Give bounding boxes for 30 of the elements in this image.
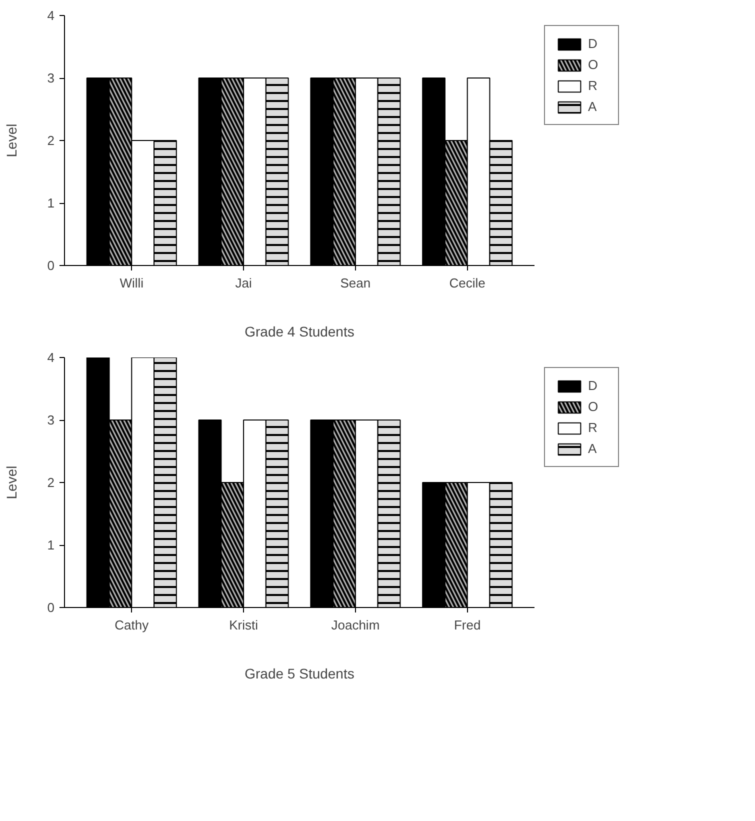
legend-label: R xyxy=(588,78,598,93)
x-tick-label: Cathy xyxy=(114,618,150,632)
y-axis-title: Level xyxy=(3,124,20,158)
y-axis-title: Level xyxy=(3,466,20,500)
x-tick-label: Jai xyxy=(235,276,252,290)
legend-label: O xyxy=(588,399,600,414)
x-tick-label: Fred xyxy=(454,618,481,632)
y-tick-label: 4 xyxy=(47,350,55,365)
legend-label: D xyxy=(588,36,598,51)
x-tick-label: Willi xyxy=(120,276,144,290)
legend-label: D xyxy=(588,378,598,393)
y-tick-label: 3 xyxy=(47,412,55,428)
x-axis-title: Grade 4 Students xyxy=(244,324,354,340)
y-tick-label: 3 xyxy=(47,70,55,86)
y-tick-label: 2 xyxy=(47,475,55,490)
y-tick-label: 2 xyxy=(47,133,55,148)
x-tick-label: Kristi xyxy=(229,618,258,632)
legend-label: A xyxy=(588,99,598,114)
y-tick-label: 4 xyxy=(47,8,55,23)
y-tick-label: 0 xyxy=(47,600,55,615)
legend-label: O xyxy=(588,57,600,72)
y-tick-label: 1 xyxy=(47,196,55,210)
x-tick-label: Sean xyxy=(340,276,371,290)
legend-label: A xyxy=(588,441,598,456)
y-tick-label: 0 xyxy=(47,258,55,273)
x-tick-label: Joachim xyxy=(331,618,380,632)
legend-label: R xyxy=(588,420,598,435)
x-tick-label: Cecile xyxy=(449,276,486,290)
y-tick-label: 1 xyxy=(47,538,55,552)
x-axis-title: Grade 5 Students xyxy=(244,666,354,682)
